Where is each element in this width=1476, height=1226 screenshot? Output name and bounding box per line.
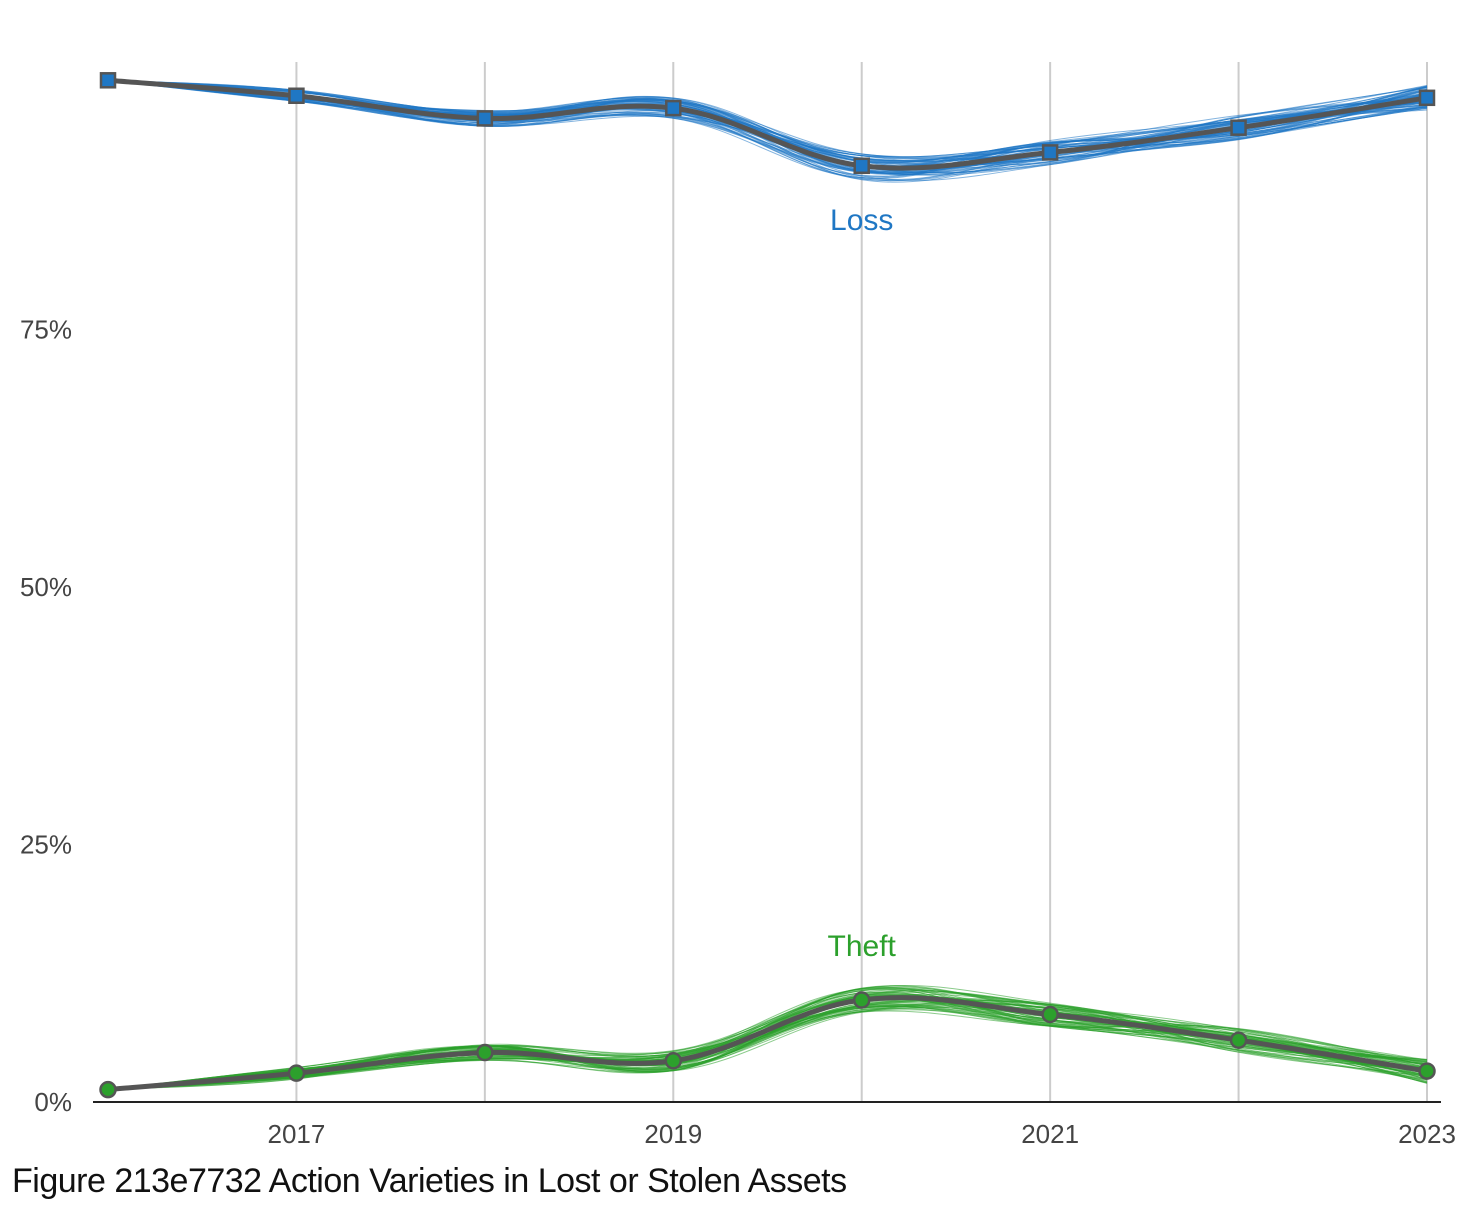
theft-point bbox=[852, 991, 871, 1009]
loss-mean-line bbox=[107, 77, 1428, 171]
theft-point bbox=[664, 1052, 683, 1070]
theft-point bbox=[287, 1064, 306, 1082]
y-tick-label: 75% bbox=[20, 315, 72, 345]
data-markers bbox=[99, 72, 1436, 1099]
grid-lines bbox=[295, 62, 1428, 1102]
y-tick-labels: 0% 25% 50% 75% bbox=[20, 315, 72, 1118]
loss-point bbox=[1041, 144, 1059, 161]
x-tick-label: 2019 bbox=[644, 1119, 702, 1149]
x-tick-labels: 2017 2019 2021 2023 bbox=[268, 1119, 1456, 1149]
y-tick-label: 0% bbox=[34, 1087, 72, 1117]
loss-point bbox=[288, 87, 305, 104]
theft-sample-line bbox=[107, 997, 1428, 1090]
theft-series-label: Theft bbox=[828, 930, 897, 963]
x-tick-label: 2023 bbox=[1398, 1119, 1456, 1149]
sample-lines bbox=[107, 79, 1428, 1091]
loss-point bbox=[665, 99, 682, 117]
theft-point bbox=[99, 1080, 117, 1099]
series-labels: Loss Theft bbox=[828, 204, 897, 963]
theft-mean-line bbox=[107, 995, 1428, 1093]
x-tick-label: 2021 bbox=[1021, 1119, 1079, 1149]
figure-caption: Figure 213e7732 Action Varieties in Lost… bbox=[12, 1162, 847, 1200]
y-tick-label: 25% bbox=[20, 830, 72, 860]
y-tick-label: 50% bbox=[20, 572, 72, 602]
theft-point bbox=[1418, 1062, 1436, 1080]
theft-point bbox=[1041, 1005, 1059, 1024]
loss-point bbox=[476, 110, 494, 127]
x-tick-label: 2017 bbox=[268, 1119, 326, 1149]
series-lines bbox=[107, 77, 1428, 1093]
loss-point bbox=[99, 72, 117, 89]
theft-point bbox=[1229, 1031, 1248, 1049]
loss-series-label: Loss bbox=[830, 204, 893, 237]
theft-point bbox=[476, 1043, 494, 1062]
loss-point bbox=[853, 157, 870, 175]
loss-sample-line bbox=[107, 79, 1428, 174]
loss-point bbox=[1418, 89, 1436, 107]
loss-point bbox=[1230, 119, 1247, 136]
